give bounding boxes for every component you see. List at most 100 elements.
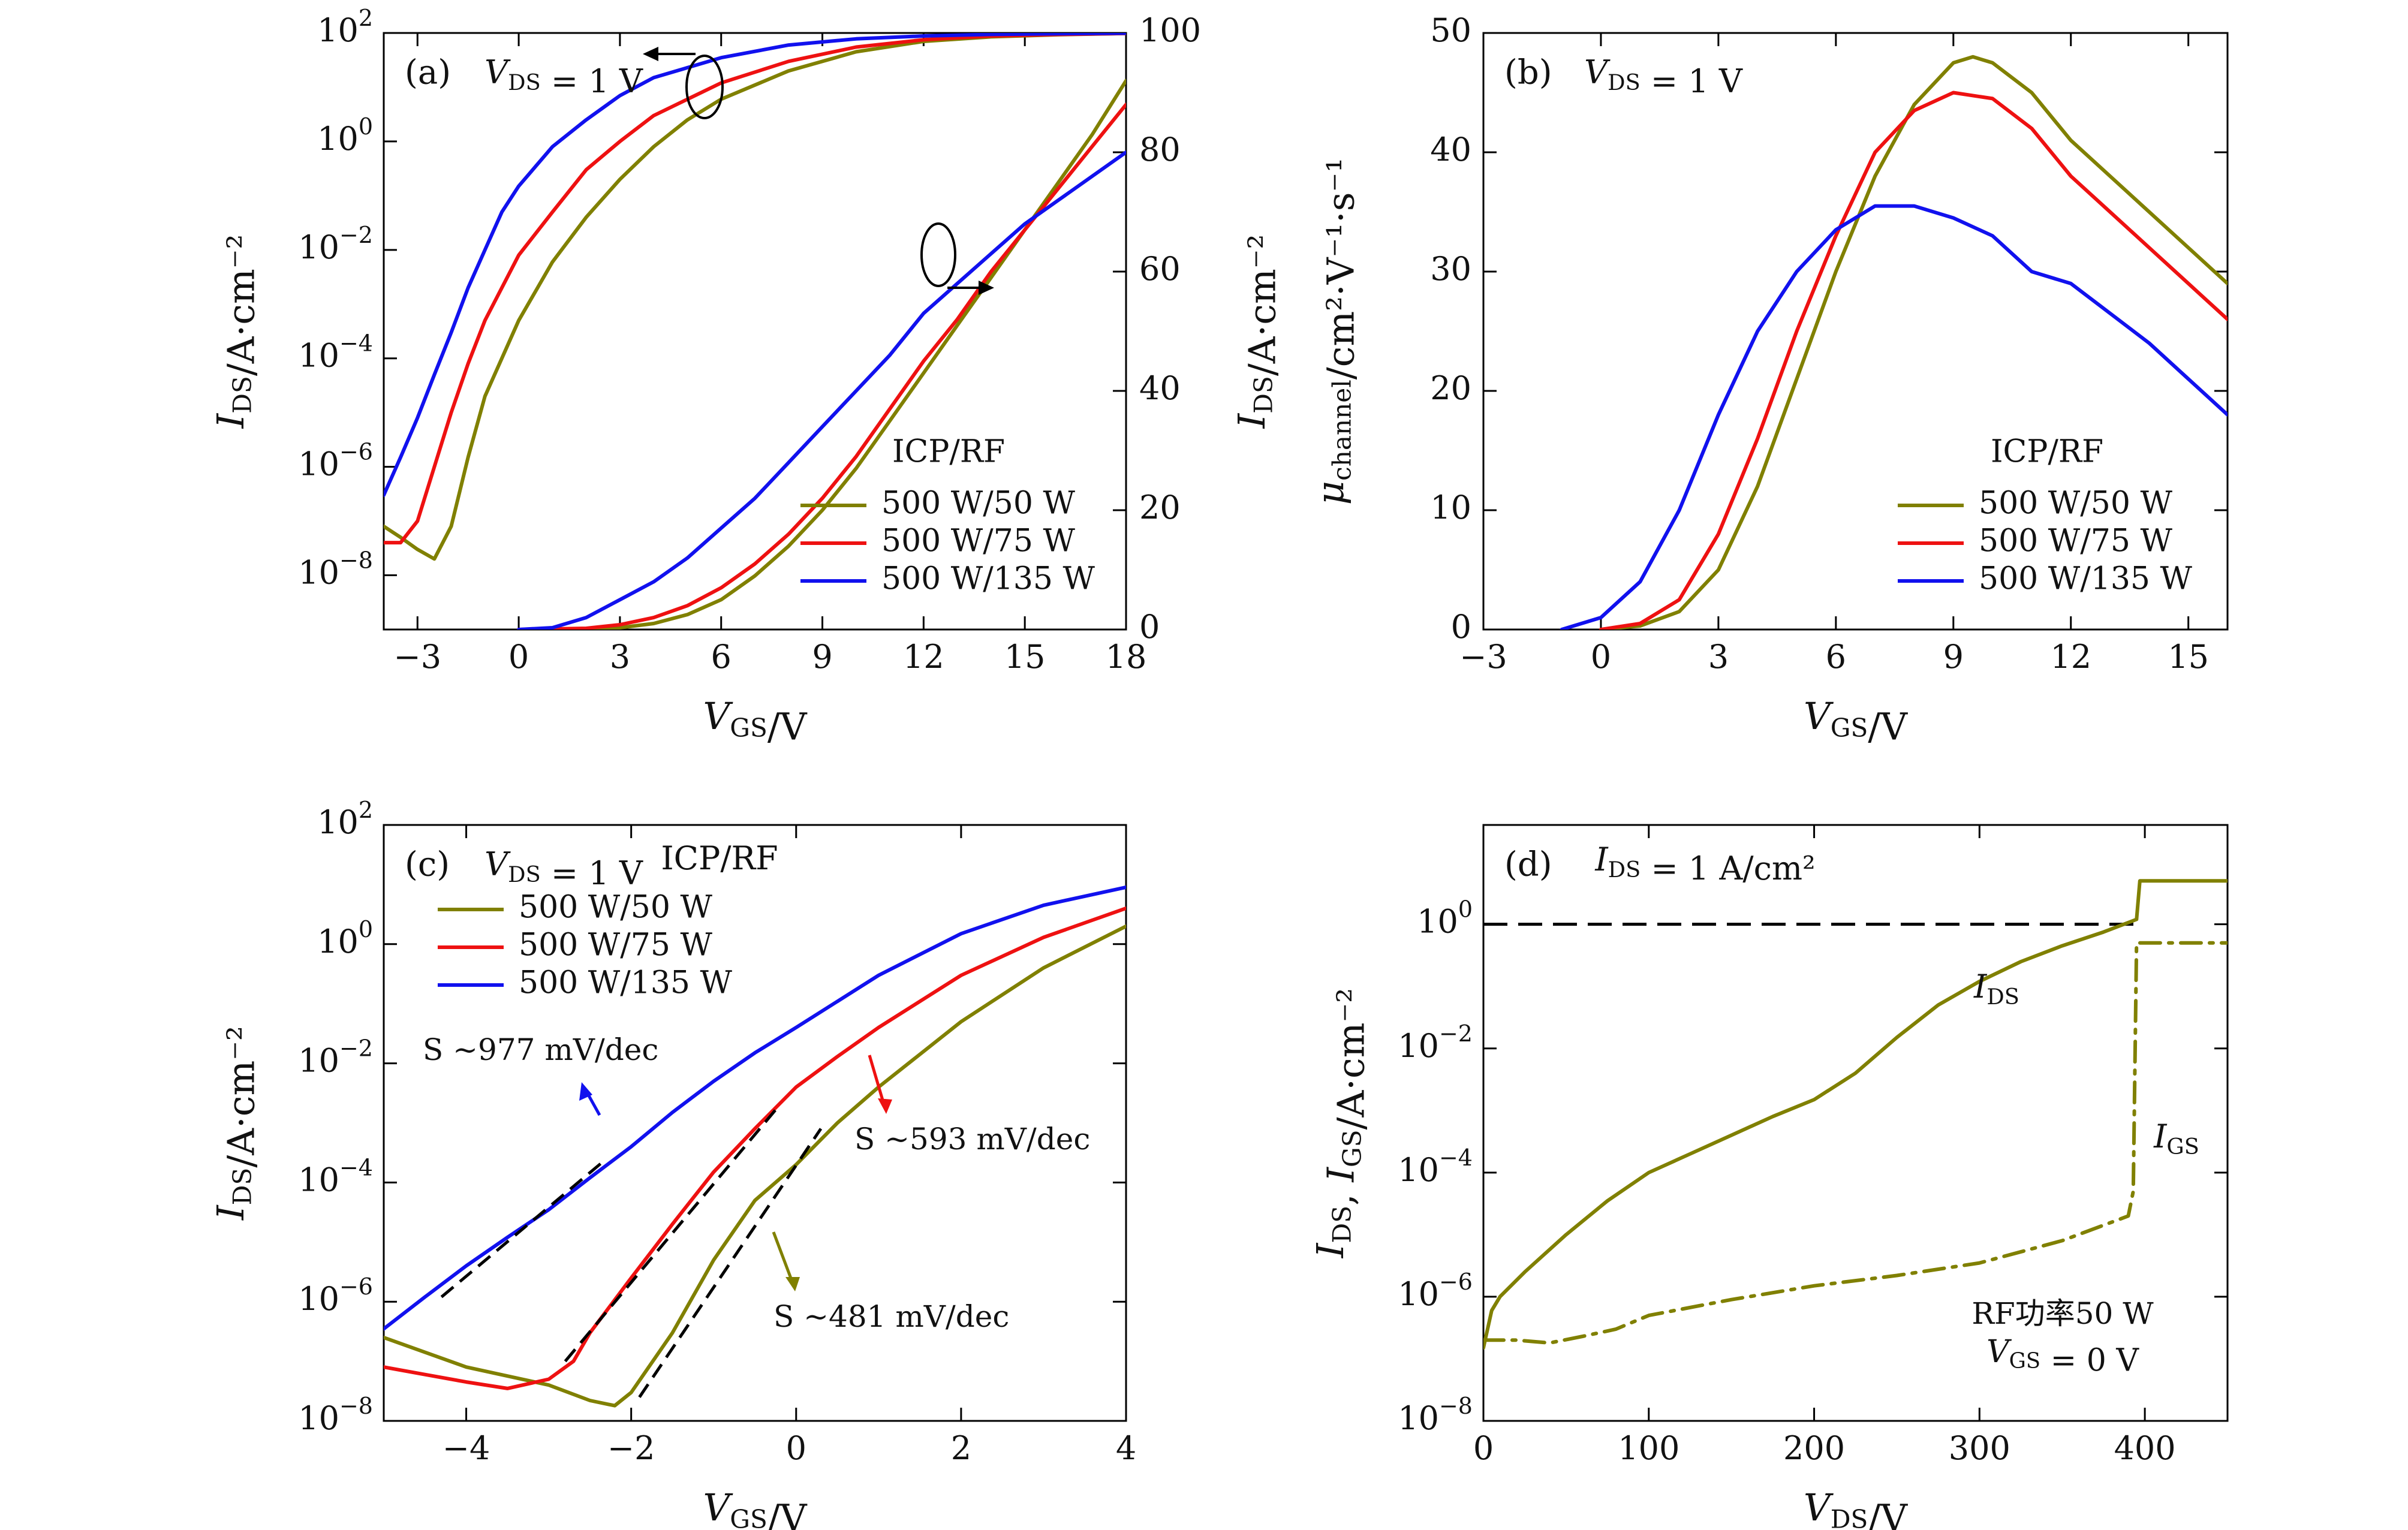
igs-curve-label: IGS: [2153, 1118, 2199, 1159]
legend-label: 500 W/75 W: [1979, 523, 2172, 559]
y-tick-label: 10−4: [298, 330, 373, 375]
slope-arrowhead-blue: [579, 1082, 592, 1101]
x-tick-label: 0: [508, 638, 529, 676]
y-tick-label: 10−4: [298, 1154, 373, 1199]
slope-annotation-red: S ~593 mV/dec: [854, 1122, 1090, 1156]
panel-c: −4 −2 0 2 4 102 100 10−2 10−4 10−6 10−8 VGS/V IDS/A·…: [209, 797, 1136, 1530]
panel-label: (b): [1504, 53, 1552, 92]
legend-title: ICP/RF: [892, 434, 1005, 470]
y-tick-label: 10−8: [298, 547, 373, 592]
fit-line: [638, 1128, 823, 1398]
y-tick-label: 102: [317, 797, 373, 842]
series-line-i-ds: [1483, 879, 2228, 1350]
y2-tick-label: 0: [1139, 608, 1160, 646]
x-tick-label: 15: [2168, 638, 2209, 676]
legend-label: 500 W/135 W: [881, 561, 1095, 597]
y-tick-label: 10−2: [298, 221, 373, 266]
vds-annotation: VDS = 1 V: [484, 53, 643, 100]
x-tick-label: 9: [812, 638, 832, 676]
plot-area: [1560, 55, 2228, 630]
slope-annotation-blue: S ~977 mV/dec: [423, 1032, 658, 1067]
x-axis-title: VGS/V: [703, 1486, 807, 1530]
plot-frame: [383, 32, 1127, 631]
legend-title: ICP/RF: [661, 839, 778, 877]
plot-area: [384, 885, 1126, 1408]
y-tick-label: 102: [317, 5, 373, 50]
legend-label: 500 W/50 W: [519, 890, 712, 926]
x-tick-label: −3: [1459, 638, 1507, 676]
panel-a: −3 0 3 6 9 12 15 18 102 100 10−2 10−4 10−6 10−8 0 20 40 6…: [209, 5, 1284, 749]
series-line-500-w-135-w: [384, 33, 1126, 497]
legend-label: 500 W/50 W: [1979, 486, 2172, 522]
plot-frame: [383, 824, 1127, 1422]
y-tick-label: 10−8: [298, 1393, 373, 1438]
x-tick-label: 0: [1591, 638, 1611, 676]
legend-title: ICP/RF: [1991, 434, 2103, 470]
x-tick-label: 300: [1949, 1429, 2010, 1467]
y-tick-label: 10: [1430, 489, 1471, 526]
y2-tick-label: 100: [1139, 11, 1201, 49]
series-line-500-w-75-w: [1599, 91, 2228, 630]
y-tick-label: 10−4: [1398, 1144, 1473, 1189]
y-axis-title: μchannel/cm²·V⁻¹·s⁻¹: [1308, 158, 1362, 505]
series-line-500-w-75-w: [384, 33, 1126, 545]
y2-tick-label: 40: [1139, 369, 1181, 407]
x-tick-label: 12: [2050, 638, 2091, 676]
right-axis-marker-ellipse: [920, 222, 956, 287]
panel-b: −3 0 3 6 9 12 1501020304050VGS/Vμchannel/cm²·V…: [1308, 11, 2229, 748]
slope-arrowhead-red: [878, 1098, 892, 1114]
fit-line: [564, 1104, 781, 1363]
panel-label: (c): [405, 845, 450, 884]
y-tick-label: 20: [1430, 369, 1471, 407]
plot-area: [384, 33, 1126, 630]
y-tick-label: 0: [1451, 608, 1471, 646]
y-tick-label: 100: [317, 113, 373, 158]
left-axis-arrowhead: [643, 47, 658, 61]
x-tick-label: 0: [786, 1429, 806, 1467]
plot-area: [1483, 879, 2228, 1350]
x-tick-label: 6: [1826, 638, 1846, 676]
plot-frame: [1482, 32, 2229, 631]
ids-annotation: IDS = 1 A/cm²: [1594, 841, 1815, 887]
x-tick-label: 4: [1116, 1429, 1136, 1467]
x-tick-label: 15: [1004, 638, 1046, 676]
y-tick-label: 100: [1417, 896, 1473, 941]
panel-label: (d): [1504, 845, 1552, 884]
vds-annotation: VDS = 1 V: [484, 845, 643, 892]
x-tick-label: 3: [1708, 638, 1729, 676]
x-tick-label: −3: [393, 638, 441, 676]
legend-label: 500 W/75 W: [881, 523, 1075, 559]
rf-power-note: RF功率50 W: [1971, 1296, 2154, 1331]
series-line-500-w-135-w: [1560, 204, 2228, 630]
y-tick-label: 10−6: [298, 1273, 373, 1318]
y-tick-label: 100: [317, 915, 373, 960]
series-line-500-w-135-w: [384, 885, 1126, 1331]
x-tick-label: 6: [711, 638, 732, 676]
y-tick-label: 10−6: [298, 438, 373, 483]
vgs-note: VGS = 0 V: [1986, 1334, 2139, 1379]
x-tick-label: 9: [1943, 638, 1964, 676]
x-tick-label: 0: [1473, 1429, 1494, 1467]
slope-arrow-olive: [772, 1231, 794, 1284]
legend-label: 500 W/135 W: [519, 965, 733, 1001]
panel-d: 0 100 200 300 400 100 10−2 10−4 10−6 10−8 VDS/V IDS…: [1308, 824, 2229, 1530]
x-tick-label: 18: [1106, 638, 1147, 676]
x-tick-label: 200: [1783, 1429, 1845, 1467]
series-line-i-gs: [1483, 941, 2228, 1345]
y-tick-label: 10−6: [1398, 1268, 1473, 1313]
slope-annotation-olive: S ~481 mV/dec: [773, 1299, 1009, 1334]
series-line-500-w-50-w: [1599, 55, 2228, 630]
x-tick-label: 100: [1618, 1429, 1679, 1467]
x-axis-title: VGS/V: [1804, 694, 1908, 748]
y-axis-title: IDS, IGS/A·cm⁻²: [1308, 988, 1373, 1258]
y-tick-label: 40: [1430, 131, 1471, 168]
fit-line: [440, 1157, 608, 1299]
series-line-500-w-75-w: [384, 906, 1126, 1390]
x-tick-label: −4: [443, 1429, 490, 1467]
ids-curve-label: IDS: [1973, 968, 2019, 1010]
plot-frame: [1482, 824, 2229, 1422]
legend-label: 500 W/75 W: [519, 927, 712, 963]
y2-tick-label: 20: [1139, 489, 1181, 526]
x-axis-title: VGS/V: [703, 694, 807, 748]
